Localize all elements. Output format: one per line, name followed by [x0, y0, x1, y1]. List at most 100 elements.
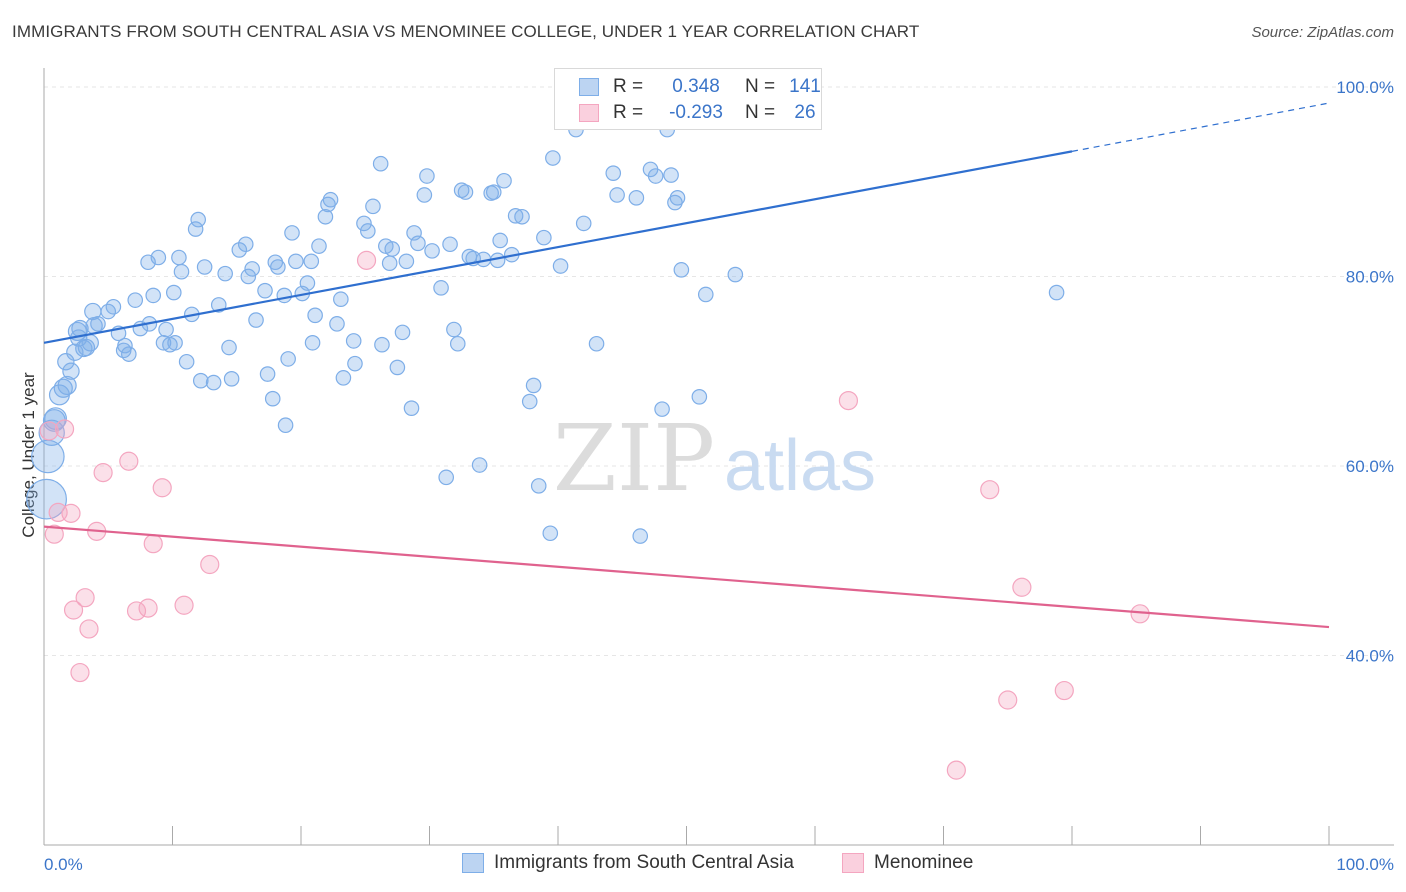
legend-swatch-blue — [579, 78, 599, 96]
point-immigrants-39 — [205, 374, 222, 391]
point-immigrants-86 — [449, 335, 466, 352]
point-immigrants-77 — [403, 400, 420, 416]
point-immigrants-16 — [90, 316, 106, 332]
point-immigrants-59 — [307, 307, 323, 324]
x-tick-marks — [43, 826, 1330, 845]
point-immigrants-36 — [187, 221, 204, 237]
point-immigrants-64 — [333, 291, 349, 308]
point-immigrants-21 — [121, 346, 137, 362]
point-immigrants-51 — [276, 287, 293, 304]
point-immigrants-103 — [545, 150, 561, 166]
point-immigrants-112 — [647, 168, 664, 184]
point-immigrants-129 — [244, 261, 260, 277]
gridlines — [44, 86, 1394, 656]
y-tick-label-2: 60.0% — [1346, 457, 1394, 476]
point-immigrants-79 — [410, 235, 426, 252]
point-immigrants-125 — [117, 337, 133, 354]
y-tick-label-1: 80.0% — [1346, 267, 1394, 286]
point-immigrants-27 — [150, 249, 167, 266]
point-immigrants-104 — [552, 258, 569, 274]
point-menominee-8 — [79, 619, 99, 639]
point-immigrants-71 — [374, 336, 390, 353]
point-menominee-20 — [946, 760, 966, 780]
point-menominee-5 — [63, 600, 84, 620]
point-menominee-11 — [119, 451, 139, 471]
bottom-legend-immigrants: Immigrants from South Central Asia — [462, 852, 794, 874]
point-menominee-12 — [126, 601, 147, 621]
point-immigrants-30 — [165, 284, 182, 301]
chart-source: Source: ZipAtlas.com — [1251, 24, 1394, 41]
x-tick-label-max: 100.0% — [1336, 855, 1394, 874]
x-tick-label-min: 0.0% — [44, 855, 83, 874]
point-immigrants-127 — [192, 372, 209, 389]
point-immigrants-6 — [57, 375, 77, 396]
point-immigrants-8 — [57, 353, 75, 371]
point-menominee-4 — [61, 503, 81, 523]
point-immigrants-18 — [105, 298, 122, 315]
point-immigrants-76 — [398, 253, 415, 270]
legend-n-value: 141 — [789, 76, 821, 97]
point-immigrants-139 — [632, 528, 649, 544]
point-immigrants-33 — [173, 263, 190, 280]
point-immigrants-108 — [605, 165, 622, 181]
point-immigrants-110 — [628, 190, 645, 206]
series-immigrants-south-central-asia — [26, 121, 1065, 544]
point-immigrants-99 — [525, 377, 542, 394]
point-immigrants-49 — [264, 390, 281, 407]
trend-lines — [43, 102, 1330, 629]
watermark: ZIP atlas — [553, 405, 876, 512]
point-immigrants-73 — [381, 255, 398, 271]
point-immigrants-107 — [588, 335, 605, 352]
point-menominee-1 — [44, 524, 64, 544]
y-tick-label-0: 100.0% — [1336, 78, 1394, 97]
watermark-atlas: atlas — [724, 426, 876, 506]
point-immigrants-85 — [446, 321, 462, 338]
point-immigrants-45 — [240, 268, 257, 285]
legend-swatch-pink — [579, 104, 599, 122]
point-immigrants-137 — [485, 184, 502, 200]
point-immigrants-120 — [697, 286, 714, 303]
point-immigrants-7 — [62, 362, 80, 380]
watermark-zip: ZIP — [553, 405, 715, 512]
point-immigrants-53 — [280, 351, 296, 367]
point-menominee-0 — [39, 421, 59, 441]
axes — [43, 68, 1394, 846]
point-immigrants-74 — [389, 359, 406, 376]
point-immigrants-34 — [178, 353, 195, 370]
point-immigrants-126 — [158, 321, 174, 338]
point-immigrants-57 — [303, 253, 320, 270]
point-menominee-14 — [143, 534, 163, 554]
point-immigrants-134 — [384, 241, 401, 257]
chart-title: IMMIGRANTS FROM SOUTH CENTRAL ASIA VS ME… — [12, 22, 920, 41]
point-immigrants-75 — [394, 324, 411, 341]
point-immigrants-80 — [416, 187, 433, 203]
point-immigrants-88 — [457, 184, 474, 200]
point-immigrants-65 — [335, 370, 352, 386]
point-immigrants-102 — [542, 525, 559, 542]
bottom-legend: Immigrants from South Central Asia Menom… — [0, 852, 1406, 878]
point-immigrants-106 — [575, 215, 592, 232]
point-menominee-15 — [152, 478, 172, 498]
point-immigrants-69 — [365, 198, 381, 215]
point-immigrants-25 — [145, 287, 162, 304]
point-immigrants-55 — [284, 225, 300, 241]
point-immigrants-70 — [372, 155, 389, 172]
point-menominee-18 — [356, 250, 377, 270]
point-immigrants-132 — [329, 316, 345, 332]
point-immigrants-100 — [530, 478, 547, 494]
bottom-legend-label-immigrants: Immigrants from South Central Asia — [494, 852, 794, 873]
point-menominee-22 — [998, 690, 1018, 710]
point-immigrants-115 — [663, 167, 679, 183]
point-immigrants-31 — [171, 249, 187, 266]
point-immigrants-82 — [433, 280, 449, 296]
point-immigrants-113 — [654, 401, 670, 417]
point-immigrants-128 — [221, 339, 237, 356]
trend-line-1 — [43, 525, 1330, 629]
point-immigrants-119 — [691, 389, 708, 405]
legend-r-value: 0.348 — [672, 76, 720, 97]
point-immigrants-47 — [257, 282, 273, 299]
point-immigrants-42 — [223, 370, 240, 387]
point-menominee-17 — [200, 554, 220, 575]
point-immigrants-43 — [231, 242, 248, 258]
point-immigrants-98 — [521, 393, 538, 410]
